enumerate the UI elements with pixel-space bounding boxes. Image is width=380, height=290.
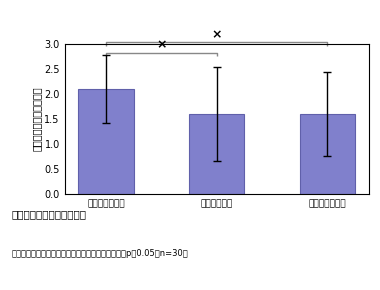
Y-axis label: 下剤使用回数（回／日）: 下剤使用回数（回／日） bbox=[32, 87, 41, 151]
Text: ×: × bbox=[211, 28, 222, 41]
Text: 図１；下剤使用回数の変化: 図１；下剤使用回数の変化 bbox=[11, 209, 86, 219]
Text: 摂取前期間と比較して統計学的に有意差あり（Ｘ：p＜0.05、n=30）: 摂取前期間と比較して統計学的に有意差あり（Ｘ：p＜0.05、n=30） bbox=[11, 249, 188, 258]
Bar bbox=[78, 89, 134, 194]
Bar bbox=[299, 114, 355, 194]
Bar bbox=[189, 114, 244, 194]
Text: ×: × bbox=[156, 38, 166, 51]
